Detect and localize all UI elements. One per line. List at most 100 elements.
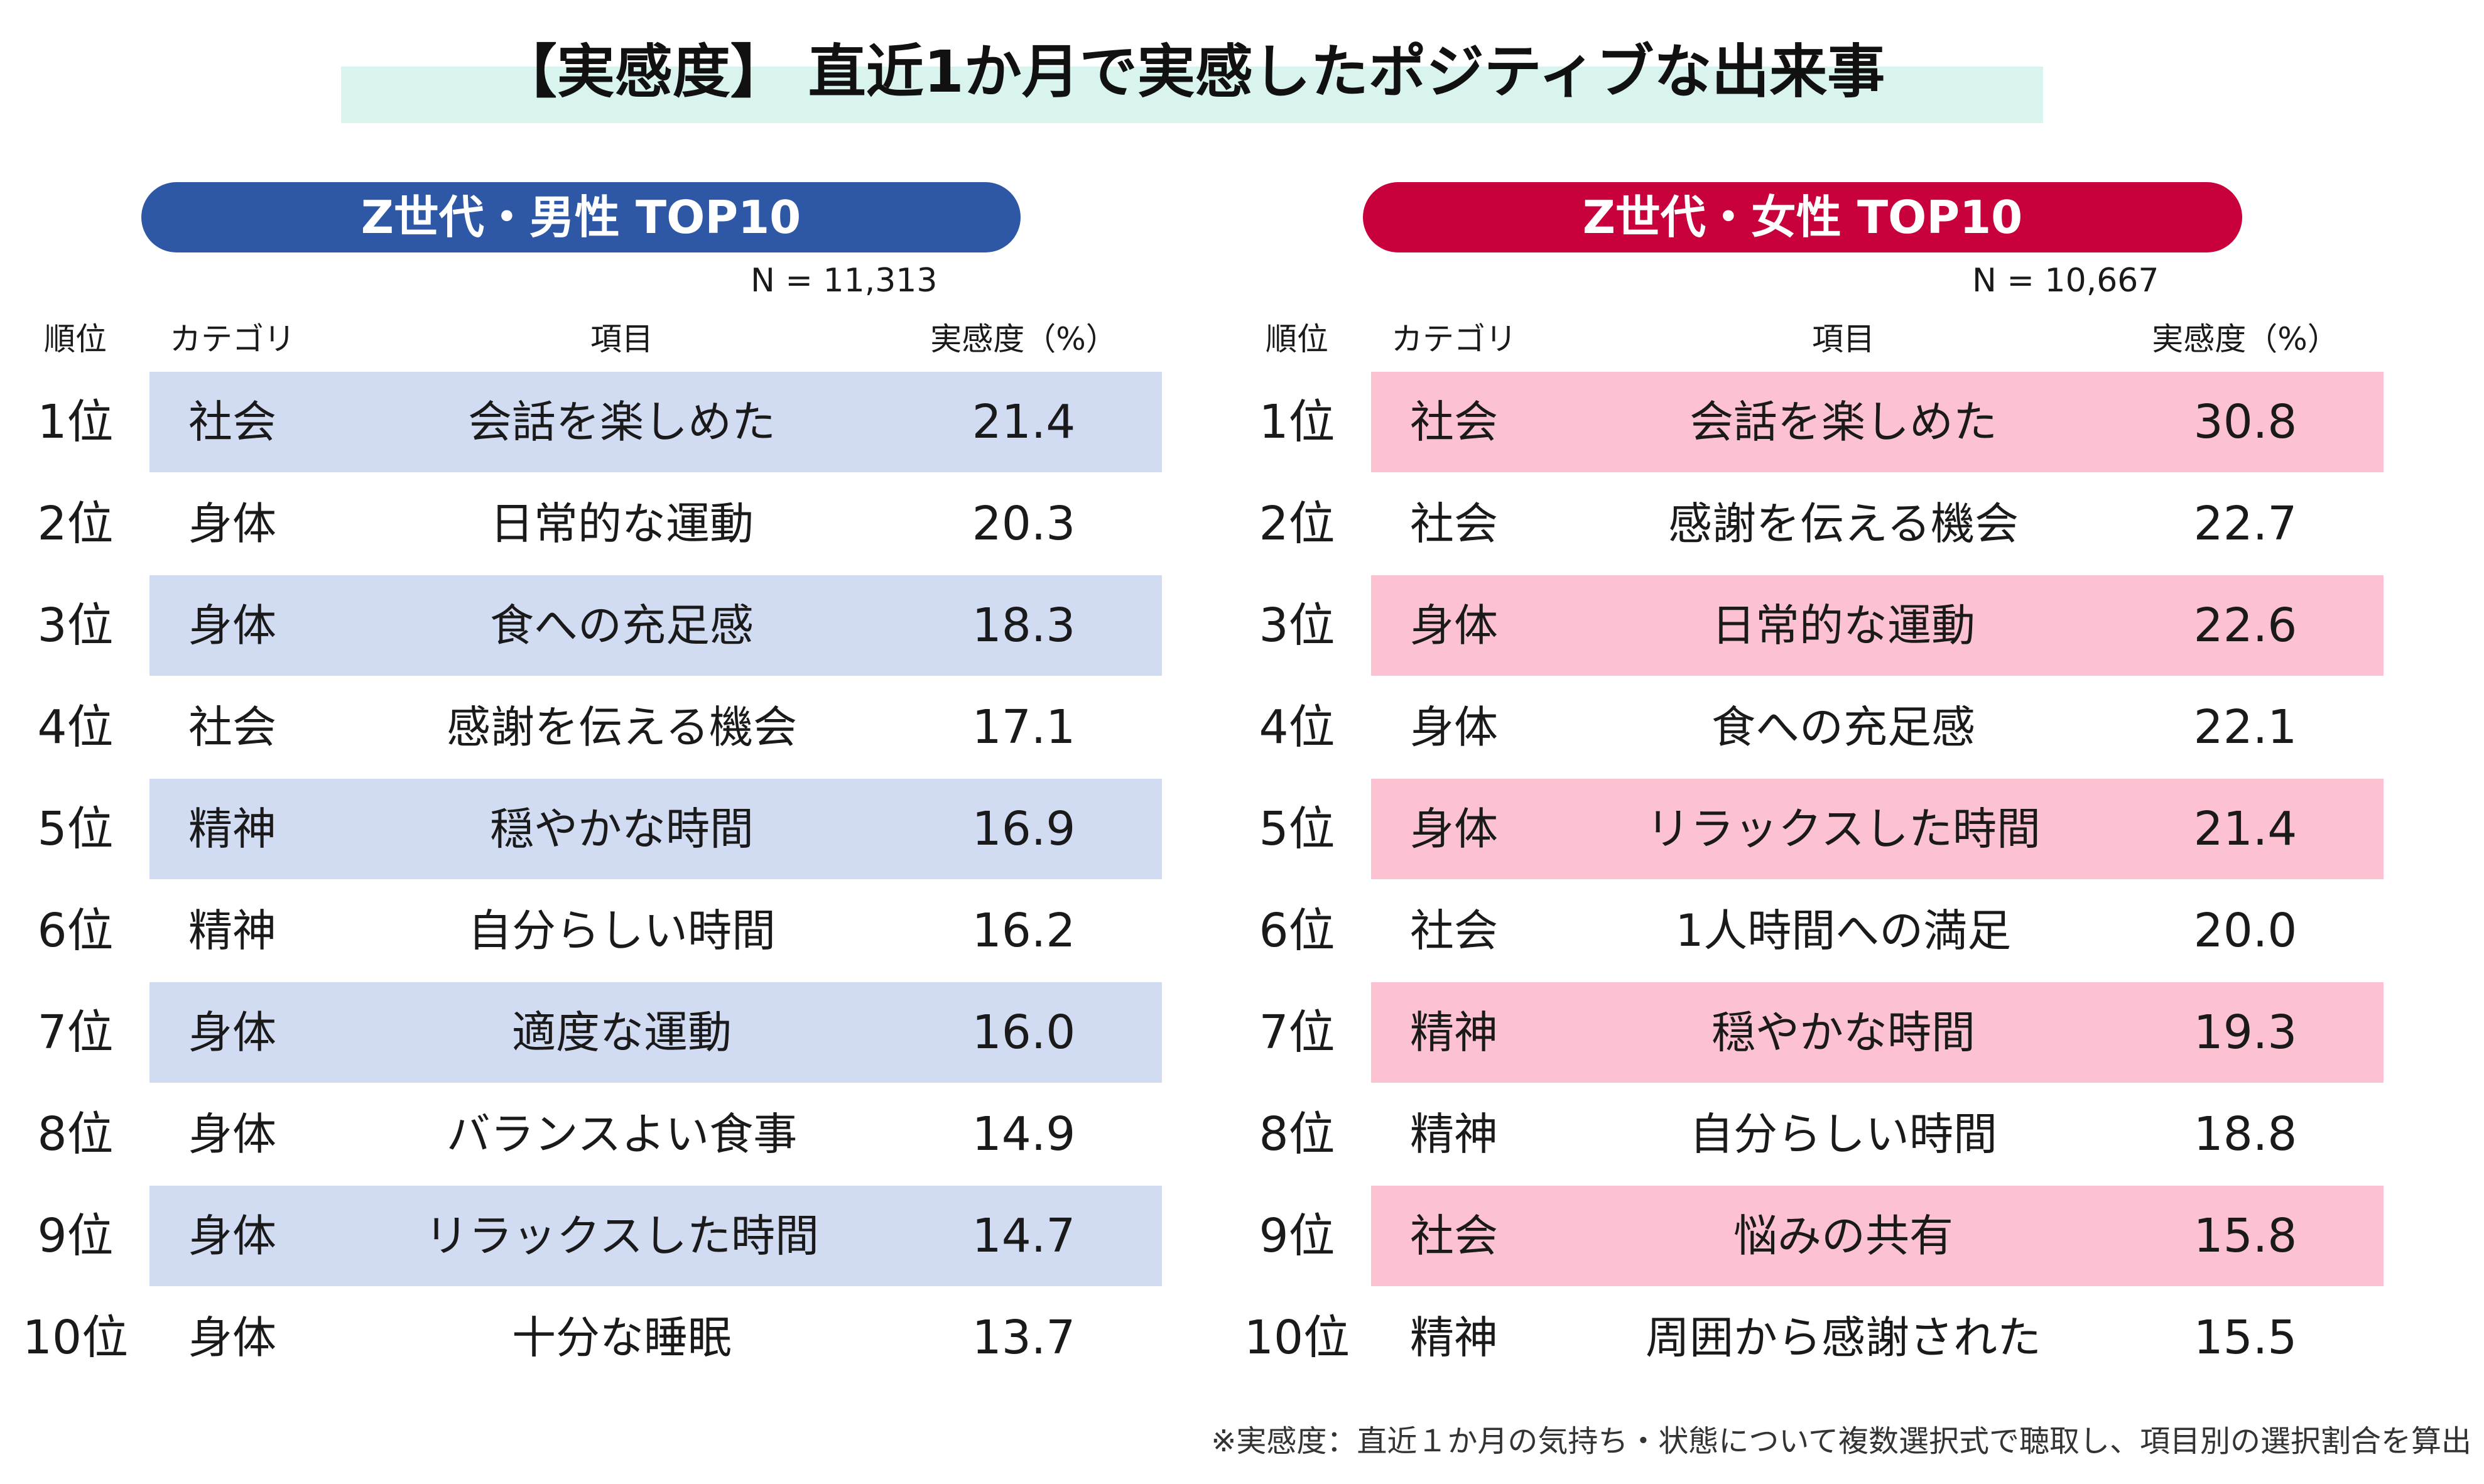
category-cell: 社会 [1410,1210,1498,1262]
value-cell: 20.3 [972,497,1076,551]
male-table-header: 順位 カテゴリ 項目 実感度（%） [19,314,1206,364]
item-cell: 日常的な運動 [1711,600,1975,651]
item-cell: 会話を楽しめた [468,396,776,448]
rank-cell: 1位 [1259,395,1335,449]
category-cell: 社会 [1410,498,1498,550]
value-cell: 14.7 [972,1209,1076,1263]
rank-cell: 9位 [1259,1209,1335,1263]
item-cell: 1人時間への満足 [1675,905,2012,956]
female-panel: Z世代・女性 TOP10 N = 10,667 順位 カテゴリ 項目 実感度（%… [1240,182,2427,1394]
category-cell: 身体 [188,498,276,550]
male-panel: Z世代・男性 TOP10 N = 11,313 順位 カテゴリ 項目 実感度（%… [19,182,1206,1394]
table-row: 6位 精神 自分らしい時間 16.2 [19,880,1206,982]
rank-cell: 3位 [37,598,114,653]
category-cell: 精神 [1410,1108,1498,1160]
rank-cell: 4位 [37,700,114,754]
row-background [149,372,1162,472]
rank-cell: 5位 [37,802,114,856]
item-cell: 自分らしい時間 [468,905,776,956]
value-cell: 18.3 [972,598,1076,653]
category-cell: 精神 [1410,1312,1498,1363]
category-cell: 社会 [188,701,276,753]
category-header: カテゴリ [170,321,295,357]
item-cell: 食への充足感 [490,600,754,651]
rank-cell: 8位 [37,1107,114,1161]
rank-cell: 9位 [37,1209,114,1263]
row-background [1371,779,2384,879]
category-cell: 社会 [188,396,276,448]
table-row: 1位 社会 会話を楽しめた 30.8 [1240,372,2427,474]
value-cell: 14.9 [972,1107,1076,1161]
item-cell: 食への充足感 [1711,701,1975,753]
item-cell: 悩みの共有 [1733,1210,1953,1262]
item-cell: リラックスした時間 [1646,803,2041,855]
page-title: 【実感度】 直近1か月で実感したポジティブな出来事 [499,38,1885,106]
table-row: 2位 社会 感謝を伝える機会 22.7 [1240,474,2427,575]
table-row: 7位 精神 穏やかな時間 19.3 [1240,982,2427,1084]
table-row: 7位 身体 適度な運動 16.0 [19,982,1206,1084]
rank-header: 順位 [1266,321,1328,357]
female-sample-size: N = 10,667 [1972,262,2159,300]
item-cell: 周囲から感謝された [1646,1312,2041,1363]
male-heading: Z世代・男性 TOP10 [141,182,1021,252]
value-cell: 13.7 [972,1311,1076,1365]
category-cell: 身体 [188,1210,276,1262]
table-row: 6位 社会 1人時間への満足 20.0 [1240,880,2427,982]
category-cell: 身体 [188,1007,276,1058]
value-cell: 22.6 [2193,598,2297,653]
item-header: 項目 [1812,321,1875,357]
category-cell: 身体 [188,1108,276,1160]
table-row: 9位 身体 リラックスした時間 14.7 [19,1186,1206,1287]
value-cell: 22.7 [2193,497,2297,551]
rank-cell: 2位 [1259,497,1335,551]
item-cell: 感謝を伝える機会 [1668,498,2019,550]
row-background [149,779,1162,879]
category-cell: 精神 [1410,1007,1498,1058]
value-cell: 15.5 [2193,1311,2297,1365]
category-cell: 身体 [1410,701,1498,753]
item-cell: リラックスした時間 [425,1210,819,1262]
category-cell: 身体 [1410,803,1498,855]
female-ranking-table: 1位 社会 会話を楽しめた 30.8 2位 社会 感謝を伝える機会 22.7 3位 身体 日常的な運… [1240,372,2427,1389]
table-row: 8位 精神 自分らしい時間 18.8 [1240,1084,2427,1186]
rank-cell: 7位 [1259,1005,1335,1059]
value-cell: 17.1 [972,700,1076,754]
rank-cell: 6位 [37,904,114,958]
value-cell: 21.4 [972,395,1076,449]
table-row: 3位 身体 日常的な運動 22.6 [1240,575,2427,677]
rank-cell: 2位 [37,497,114,551]
table-row: 5位 身体 リラックスした時間 21.4 [1240,779,2427,880]
item-cell: 穏やかな時間 [490,803,754,855]
value-cell: 19.3 [2193,1005,2297,1059]
table-row: 1位 社会 会話を楽しめた 21.4 [19,372,1206,474]
category-header: カテゴリ [1391,321,1517,357]
item-cell: 十分な睡眠 [512,1312,732,1363]
value-cell: 16.9 [972,802,1076,856]
value-cell: 16.0 [972,1005,1076,1059]
title-band [341,67,2043,123]
male-ranking-table: 1位 社会 会話を楽しめた 21.4 2位 身体 日常的な運動 20.3 3位 身体 食への充足感 1… [19,372,1206,1389]
row-background [149,1186,1162,1286]
table-row: 10位 精神 周囲から感謝された 15.5 [1240,1287,2427,1389]
value-cell: 30.8 [2193,395,2297,449]
rank-cell: 3位 [1259,598,1335,653]
item-cell: 日常的な運動 [490,498,754,550]
category-cell: 身体 [188,600,276,651]
footnote: ※実感度：直近１か月の気持ち・状態について複数選択式で聴取し、項目別の選択割合を… [1211,1424,2471,1459]
male-sample-size: N = 11,313 [751,262,938,300]
rank-cell: 4位 [1259,700,1335,754]
female-table-header: 順位 カテゴリ 項目 実感度（%） [1240,314,2427,364]
row-background [1371,575,2384,676]
table-row: 2位 身体 日常的な運動 20.3 [19,474,1206,575]
row-background [149,982,1162,1083]
value-header: 実感度（%） [2152,321,2339,357]
rank-header: 順位 [44,321,107,357]
table-row: 4位 社会 感謝を伝える機会 17.1 [19,677,1206,779]
table-row: 3位 身体 食への充足感 18.3 [19,575,1206,677]
row-background [1371,372,2384,472]
category-cell: 身体 [188,1312,276,1363]
female-heading: Z世代・女性 TOP10 [1363,182,2242,252]
rank-cell: 6位 [1259,904,1335,958]
row-background [149,575,1162,676]
item-cell: 自分らしい時間 [1689,1108,1997,1160]
